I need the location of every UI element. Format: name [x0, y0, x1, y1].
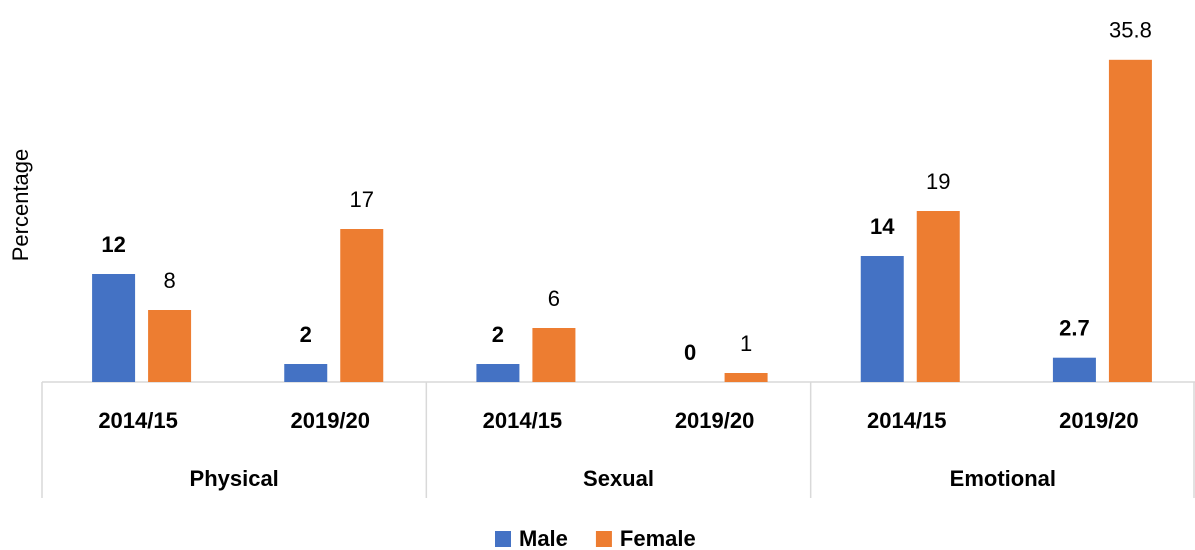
data-label: 2	[300, 322, 312, 347]
data-label: 6	[548, 286, 560, 311]
data-label: 19	[926, 169, 950, 194]
bar	[724, 373, 768, 382]
y-axis-label: Percentage	[8, 149, 33, 262]
x-tick-label: 2019/20	[1059, 408, 1139, 433]
bar	[148, 310, 192, 382]
x-tick-label: 2014/15	[867, 408, 947, 433]
data-label: 35.8	[1109, 18, 1152, 43]
group-label: Sexual	[583, 466, 654, 491]
data-label: 0	[684, 340, 696, 365]
x-tick-label: 2014/15	[98, 408, 178, 433]
data-label: 1	[740, 331, 752, 356]
x-tick-label: 2019/20	[290, 408, 370, 433]
legend-swatch	[595, 531, 612, 547]
group-label: Emotional	[950, 466, 1056, 491]
bar	[860, 256, 904, 382]
data-label: 14	[870, 214, 895, 239]
x-tick-label: 2019/20	[675, 408, 755, 433]
bar	[1108, 59, 1152, 383]
data-label: 8	[163, 268, 175, 293]
bar	[1052, 357, 1096, 382]
bar	[916, 211, 960, 382]
bar	[476, 364, 520, 382]
bar	[284, 364, 328, 382]
data-label: 17	[350, 187, 374, 212]
data-label: 2	[492, 322, 504, 347]
bar	[92, 274, 136, 382]
x-tick-label: 2014/15	[483, 408, 563, 433]
legend-swatch	[495, 531, 511, 547]
bar	[340, 229, 384, 382]
data-label: 12	[101, 232, 125, 257]
data-label: 2.7	[1059, 316, 1090, 341]
legend-label: Female	[620, 526, 696, 550]
group-label: Physical	[190, 466, 279, 491]
legend-label: Male	[519, 526, 568, 550]
bar	[532, 328, 576, 382]
